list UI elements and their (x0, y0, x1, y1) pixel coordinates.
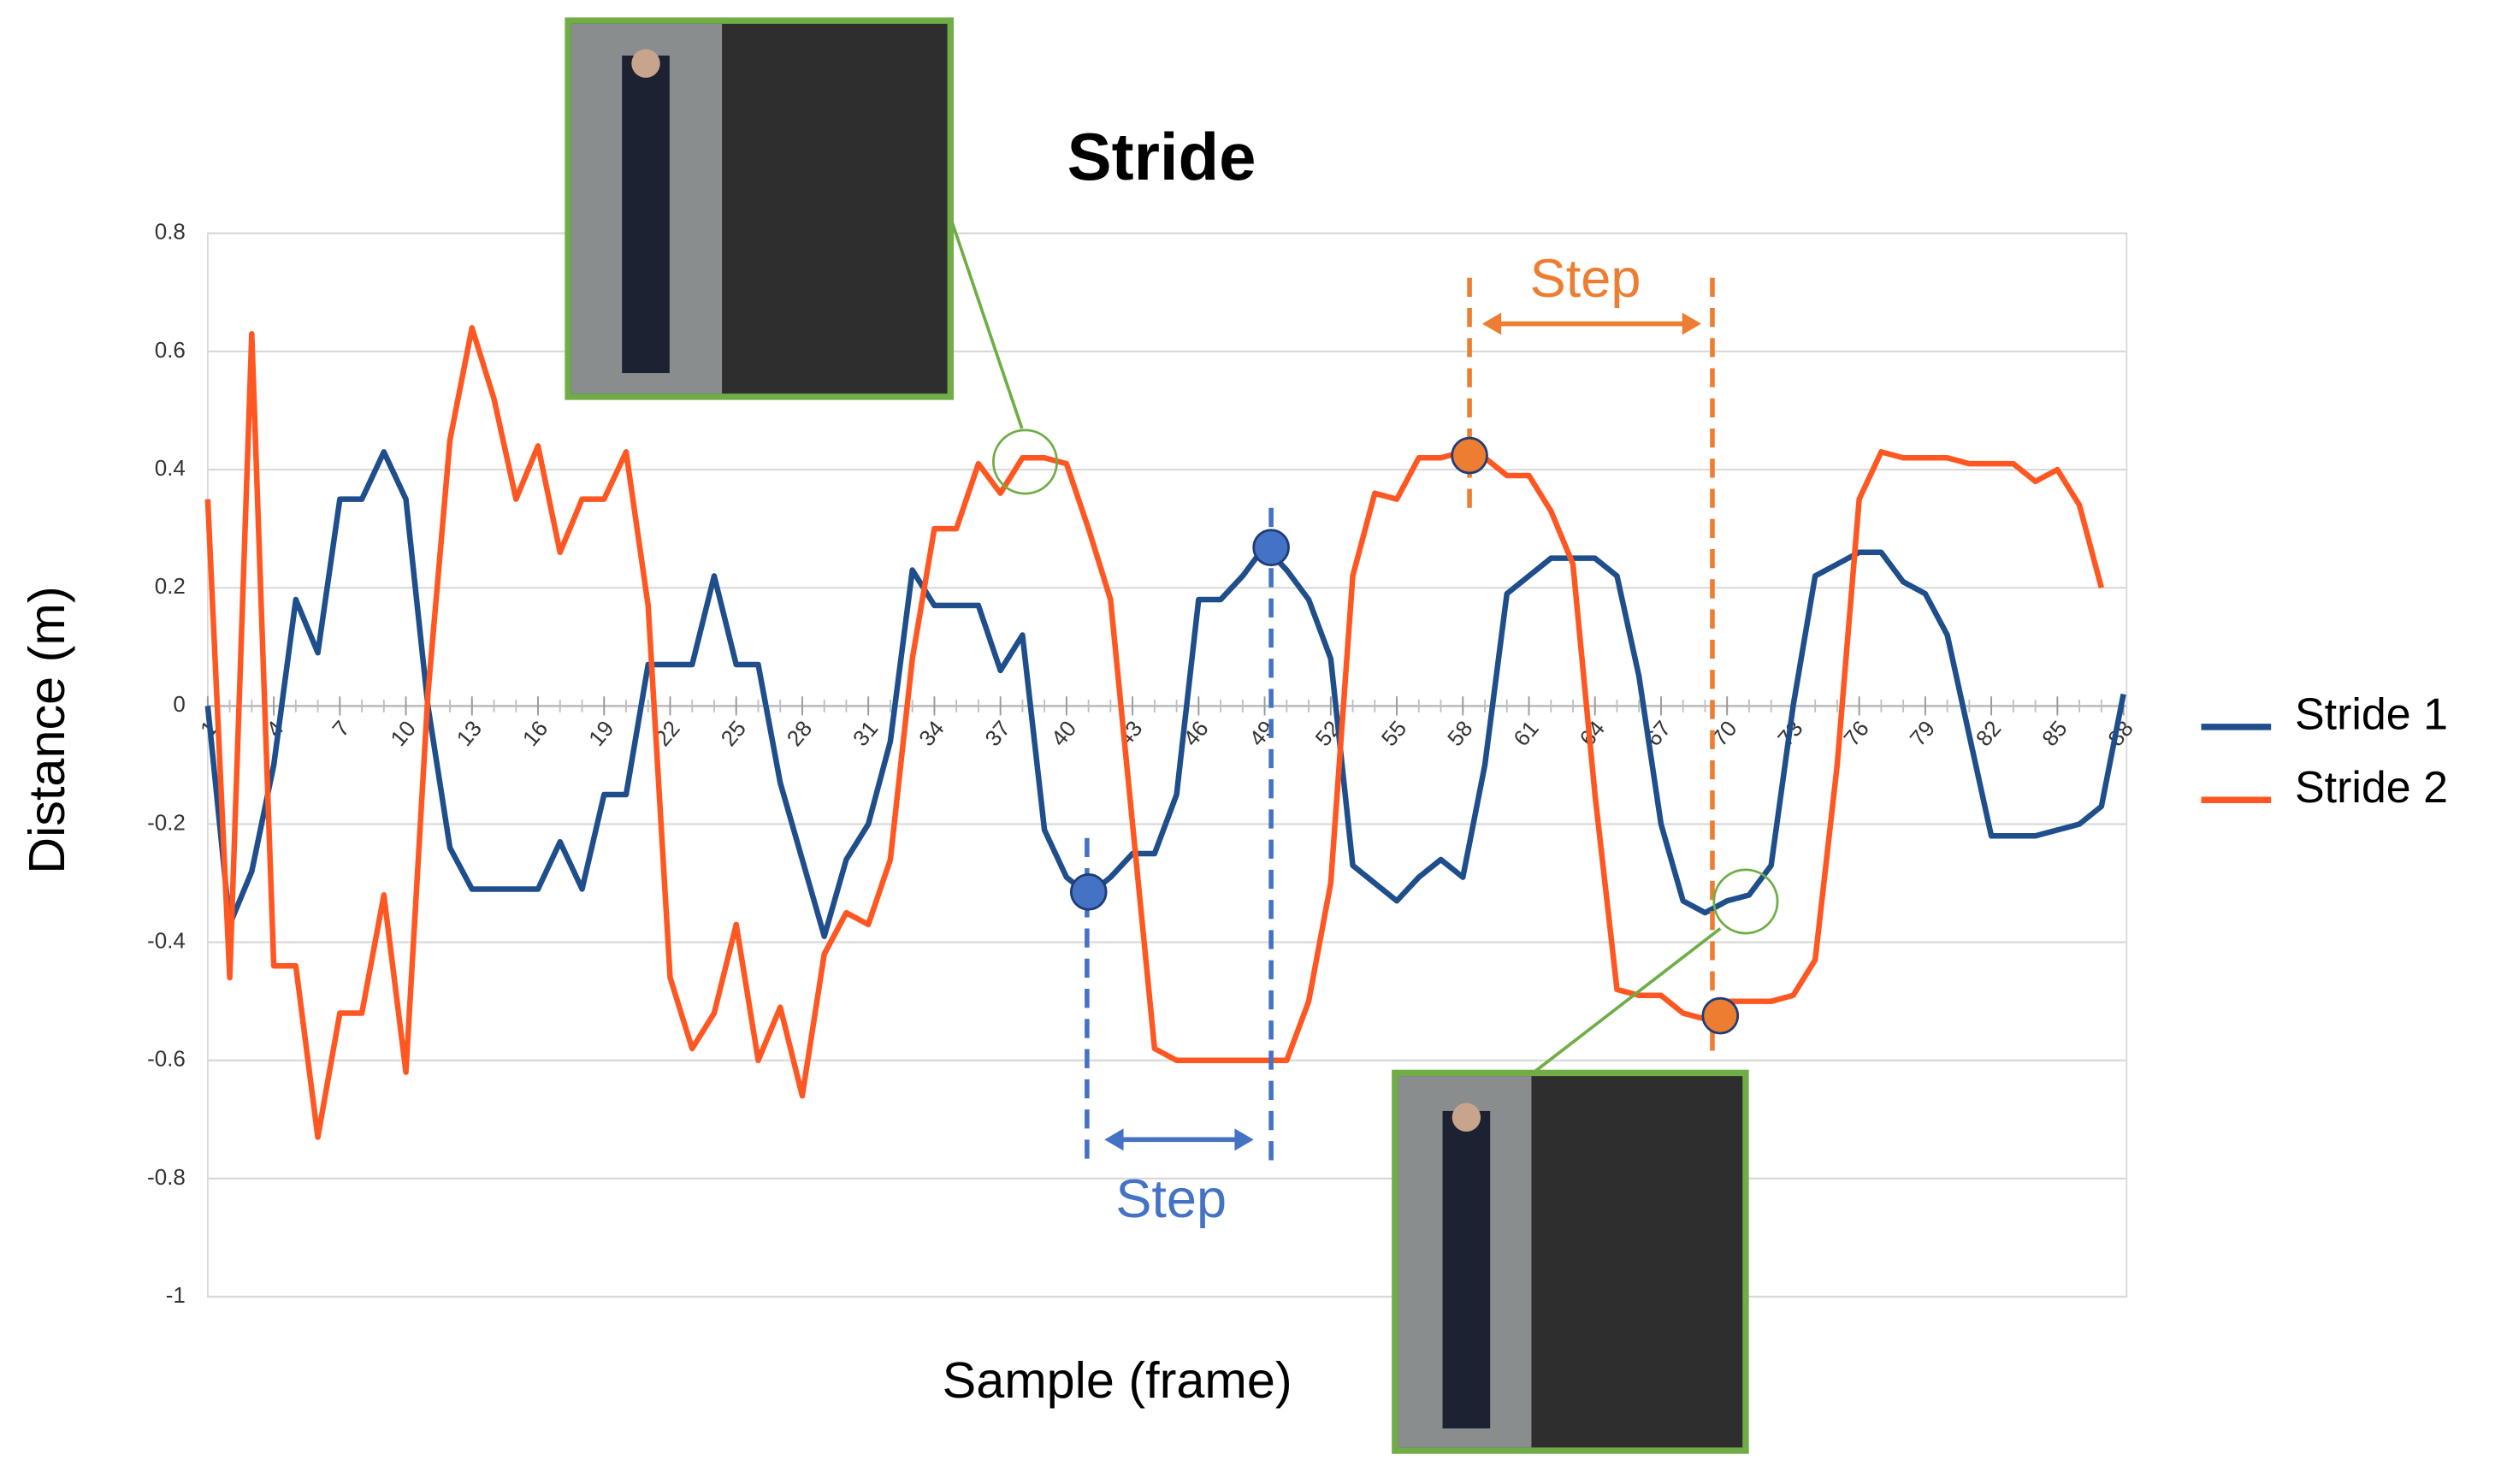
legend-label: Stride 2 (2295, 763, 2448, 813)
y-tick-label: 0.2 (155, 573, 186, 599)
chart-title: Stride (1067, 119, 1256, 194)
x-axis-label: Sample (frame) (943, 1351, 1292, 1409)
blue-step (1069, 507, 1290, 1167)
series-line (204, 325, 2104, 1140)
legend: Stride 1 Stride 2 (2201, 689, 2448, 813)
y-tick-label: 0.4 (155, 455, 186, 481)
callout-top (565, 17, 1059, 495)
x-tick-label: 7 (327, 716, 354, 742)
x-tick-label: 13 (452, 716, 488, 751)
y-tick-label: 0.8 (155, 219, 186, 245)
legend-label: Stride 1 (2295, 689, 2448, 739)
x-tick-label: 82 (1971, 716, 2007, 751)
highlight (1712, 868, 1779, 935)
pointer (950, 222, 1024, 429)
highlight (991, 429, 1059, 495)
annotation: Step (1115, 1169, 1227, 1229)
x-tick-label: 31 (848, 716, 884, 751)
x-tick-label: 19 (583, 716, 619, 751)
x-tick-label: 40 (1046, 716, 1082, 751)
series-line (204, 449, 2126, 939)
x-tick-label: 16 (517, 716, 553, 751)
x-tick-label: 49 (1244, 716, 1280, 751)
pointer (1532, 927, 1722, 1074)
person (622, 55, 670, 374)
x-tick-label: 43 (1112, 716, 1148, 751)
grid: 0.80.60.40.20-0.2-0.4-0.6-0.8-11 4 7 10 13 16… (147, 219, 2138, 1308)
x-tick-label: 85 (2037, 716, 2072, 751)
marker (1451, 436, 1488, 475)
y-tick-label: -1 (166, 1282, 186, 1308)
orange-step (1451, 277, 1740, 1061)
lines (204, 325, 2126, 1140)
x-tick-label: 25 (715, 716, 751, 751)
x-tick-label: 37 (979, 716, 1015, 751)
x-tick-label: 10 (385, 716, 421, 751)
marker (1069, 873, 1108, 911)
x-tick-label: 61 (1508, 716, 1544, 751)
marker (1252, 529, 1290, 566)
head (631, 49, 660, 78)
y-tick-label: -0.2 (147, 809, 186, 835)
y-tick-label: -0.6 (147, 1046, 186, 1072)
x-tick-label: 28 (782, 716, 818, 751)
y-tick-label: 0 (173, 691, 185, 717)
y-axis-label: Distance (m) (18, 586, 75, 873)
x-tick-label: 76 (1838, 716, 1874, 751)
callout-bottom (1392, 868, 1779, 1454)
marker (1701, 996, 1740, 1035)
y-tick-label: -0.4 (147, 927, 186, 953)
person (1442, 1110, 1491, 1429)
x-tick-label: 34 (913, 716, 949, 751)
x-tick-label: 55 (1376, 716, 1412, 751)
head (1452, 1103, 1481, 1132)
y-tick-label: -0.8 (147, 1164, 186, 1190)
annotation: Step (1530, 249, 1641, 309)
y-tick-label: 0.6 (155, 337, 186, 363)
x-tick-label: 79 (1905, 716, 1941, 751)
x-tick-label: 58 (1442, 716, 1478, 751)
